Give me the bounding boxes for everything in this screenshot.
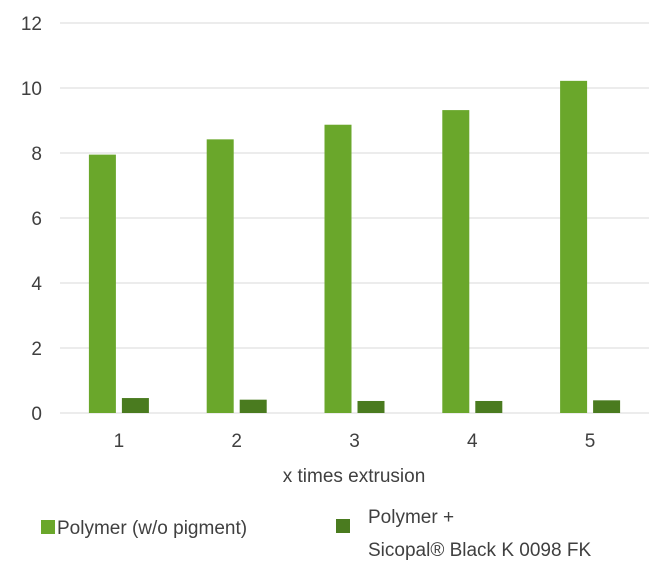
bar-series1-cat2 <box>206 139 234 413</box>
bars <box>88 80 621 413</box>
y-tick-label: 2 <box>31 339 42 360</box>
bar-series2-cat4 <box>475 400 503 413</box>
bar-series1-cat1 <box>88 154 116 413</box>
bar-series2-cat2 <box>239 399 267 413</box>
legend-label-polymer-sicopal-line1: Polymer + <box>368 507 454 528</box>
bar-series1-cat4 <box>442 110 470 413</box>
y-axis-tick-labels: 0 2 4 6 8 10 12 <box>21 14 43 425</box>
x-tick-label: 2 <box>231 431 242 452</box>
gridlines <box>60 22 649 414</box>
x-tick-label: 3 <box>349 431 360 452</box>
y-tick-label: 0 <box>31 404 42 425</box>
legend-label-polymer-sicopal-line2: Sicopal® Black K 0098 FK <box>368 540 591 561</box>
x-tick-label: 5 <box>585 431 596 452</box>
legend-swatch-polymer-sicopal <box>336 519 350 533</box>
x-axis-title: x times extrusion <box>283 466 426 487</box>
x-tick-label: 4 <box>467 431 478 452</box>
legend-label-polymer: Polymer (w/o pigment) <box>57 518 247 539</box>
y-tick-label: 10 <box>21 79 42 100</box>
x-tick-label: 1 <box>114 431 125 452</box>
x-axis-tick-labels: 1 2 3 4 5 <box>114 431 596 452</box>
bar-series2-cat3 <box>357 400 385 413</box>
legend: Polymer (w/o pigment) Polymer + Sicopal®… <box>41 507 591 561</box>
bar-series1-cat5 <box>560 80 588 413</box>
y-tick-label: 12 <box>21 14 42 35</box>
bar-series2-cat5 <box>593 400 621 413</box>
y-tick-label: 8 <box>31 144 42 165</box>
y-tick-label: 6 <box>31 209 42 230</box>
y-tick-label: 4 <box>31 274 42 295</box>
bar-series1-cat3 <box>324 124 352 413</box>
bar-series2-cat1 <box>121 398 149 413</box>
legend-swatch-polymer <box>41 520 55 534</box>
